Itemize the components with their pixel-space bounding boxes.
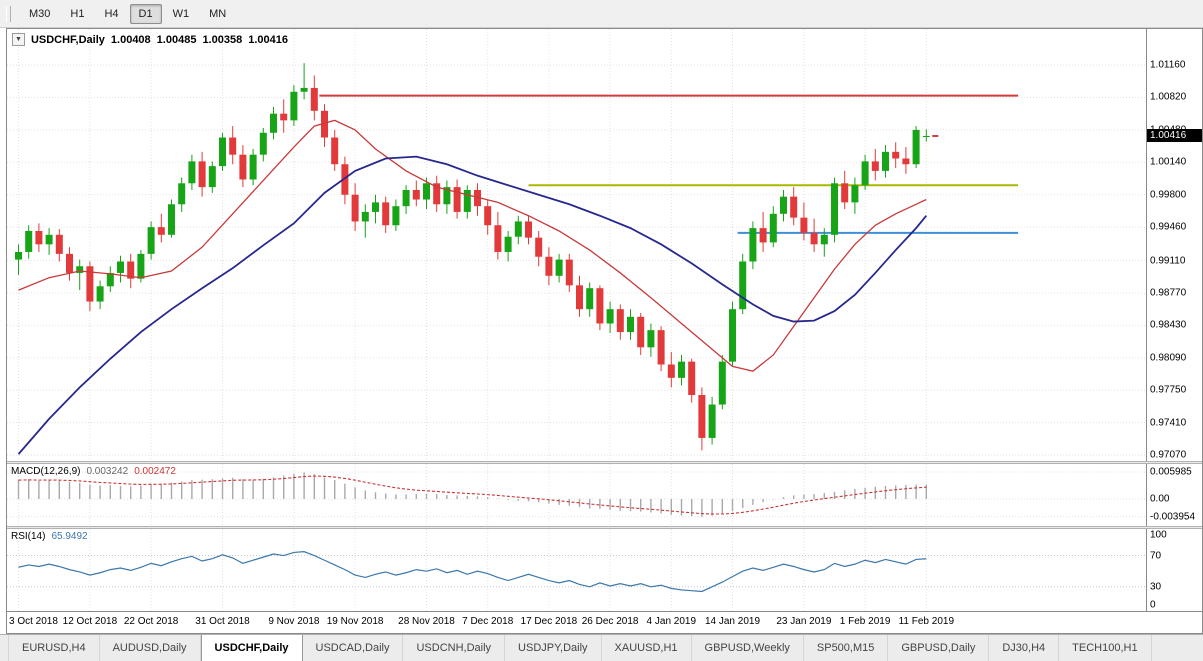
- rsi-axis[interactable]: 100 70 30 0: [1146, 529, 1202, 611]
- timeframe-button-m30[interactable]: M30: [29, 7, 51, 20]
- date-label: 28 Nov 2018: [398, 616, 455, 627]
- chart-tab-eurusd-h4[interactable]: EURUSD,H4: [8, 635, 100, 661]
- axis-label: 0: [1150, 599, 1156, 611]
- chart-tab-usdcnh-daily[interactable]: USDCNH,Daily: [403, 635, 506, 661]
- chart-tab-usdjpy-daily[interactable]: USDJPY,Daily: [505, 635, 602, 661]
- axis-label: 0.98430: [1150, 319, 1187, 331]
- timeframe-button-d1[interactable]: D1: [129, 3, 162, 24]
- main-panel: ▼ USDCHF,Daily 1.00408 1.00485 1.00358 1…: [7, 29, 1202, 461]
- macd-gridlines: [7, 471, 1146, 518]
- timeframe-button-h1[interactable]: H1: [70, 7, 85, 20]
- vertical-gridlines: [18, 29, 927, 461]
- date-label: 12 Oct 2018: [62, 616, 118, 627]
- axis-label: 0.97750: [1150, 384, 1187, 396]
- rsi-label: RSI(14) 65.9492: [11, 531, 88, 542]
- macd-signal-value: 0.002472: [134, 466, 176, 477]
- date-label: 23 Jan 2019: [776, 616, 832, 627]
- macd-name: MACD(12,26,9): [11, 466, 81, 477]
- date-label: 31 Oct 2018: [195, 616, 250, 627]
- macd-panel: MACD(12,26,9) 0.003242 0.002472 0.005985…: [7, 464, 1202, 526]
- date-label: 17 Dec 2018: [520, 616, 578, 627]
- timeframe-button-mn[interactable]: MN: [209, 7, 227, 20]
- chart-tab-tech100-h1[interactable]: TECH100,H1: [1059, 635, 1152, 661]
- timeframe-toolbar: M30 H1 H4 D1 W1 MN: [0, 0, 1203, 28]
- date-label: 14 Jan 2019: [704, 616, 761, 627]
- axis-label: 0.99800: [1150, 189, 1187, 201]
- price-chart-svg[interactable]: [7, 29, 1146, 461]
- axis-label: 1.00140: [1150, 156, 1187, 168]
- symbol-timeframe-label: USDCHF,Daily: [30, 33, 105, 46]
- axis-label: 1.01160: [1150, 59, 1186, 71]
- rsi-name: RSI(14): [11, 531, 46, 542]
- axis-label: 1.00820: [1150, 91, 1187, 103]
- axis-label: 0.99460: [1150, 221, 1187, 233]
- date-label: 4 Jan 2019: [646, 616, 697, 627]
- chart-tab-gbpusd-weekly[interactable]: GBPUSD,Weekly: [692, 635, 804, 661]
- axis-label: 0.99110: [1150, 255, 1186, 267]
- axis-label: 0.005985: [1150, 466, 1192, 478]
- axis-label: 0.97410: [1150, 417, 1187, 429]
- date-label: 22 Oct 2018: [123, 616, 179, 627]
- chart-tab-sp500-m15[interactable]: SP500,M15: [804, 635, 889, 661]
- rsi-plot[interactable]: RSI(14) 65.9492: [7, 529, 1146, 611]
- price-chart[interactable]: ▼ USDCHF,Daily 1.00408 1.00485 1.00358 1…: [7, 29, 1146, 461]
- macd-label: MACD(12,26,9) 0.003242 0.002472: [11, 466, 176, 477]
- axis-label: 0.98090: [1150, 352, 1187, 364]
- price-axis[interactable]: 1.011601.008201.004801.001400.998000.994…: [1146, 29, 1202, 461]
- panel-splitter-macd[interactable]: [7, 461, 1202, 464]
- chart-tab-gbpusd-daily[interactable]: GBPUSD,Daily: [888, 635, 990, 661]
- axis-label: 30: [1150, 581, 1162, 593]
- rsi-level-lines: [7, 555, 1146, 588]
- date-label: 9 Nov 2018: [268, 616, 320, 627]
- ohlc-low: 1.00358: [202, 33, 243, 46]
- date-label: 3 Oct 2018: [9, 616, 58, 627]
- ohlc-high: 1.00485: [156, 33, 197, 46]
- date-label: 26 Dec 2018: [581, 616, 639, 627]
- macd-svg[interactable]: [7, 464, 1146, 526]
- current-price-badge: 1.00416: [1147, 128, 1202, 142]
- candles-layer: [15, 63, 930, 451]
- axis-label: -0.003954: [1150, 511, 1196, 523]
- rsi-value: 65.9492: [51, 531, 88, 542]
- fast-ma-line[interactable]: [18, 119, 927, 372]
- window-tabs: EURUSD,H4 AUDUSD,Daily USDCHF,Daily USDCAD,…: [0, 634, 1203, 661]
- axis-label: 0.98770: [1150, 287, 1187, 299]
- macd-main-value: 0.003242: [86, 466, 129, 477]
- macd-axis[interactable]: 0.005985 0.00 -0.003954: [1146, 464, 1202, 526]
- panel-splitter-rsi[interactable]: [7, 526, 1202, 529]
- macd-signal-line: [18, 475, 927, 515]
- axis-label: 0.97070: [1150, 449, 1187, 461]
- chart-tab-xauusd-h1[interactable]: XAUUSD,H1: [602, 635, 692, 661]
- chart-window: ▼ USDCHF,Daily 1.00408 1.00485 1.00358 1…: [6, 28, 1203, 634]
- macd-histogram: [17, 472, 927, 517]
- axis-label: 70: [1150, 550, 1162, 562]
- rsi-svg[interactable]: [7, 529, 1146, 611]
- date-label: 19 Nov 2018: [326, 616, 384, 627]
- rsi-panel: RSI(14) 65.9492 100 70 30 0: [7, 529, 1202, 611]
- chart-tab-dj30-h4[interactable]: DJ30,H4: [989, 635, 1060, 661]
- vertical-gridlines: [18, 529, 927, 611]
- horizontal-gridlines: [7, 64, 1146, 456]
- chart-dropdown-icon[interactable]: ▼: [12, 33, 25, 46]
- chart-title: ▼ USDCHF,Daily 1.00408 1.00485 1.00358 1…: [12, 33, 288, 46]
- chart-tab-usdchf-daily[interactable]: USDCHF,Daily: [200, 635, 303, 661]
- ohlc-close: 1.00416: [248, 33, 288, 46]
- date-label: 1 Feb 2019: [839, 616, 891, 627]
- axis-label: 100: [1150, 529, 1167, 541]
- chart-tab-usdcad-daily[interactable]: USDCAD,Daily: [303, 635, 404, 661]
- rsi-line: [18, 551, 927, 593]
- chart-tab-audusd-daily[interactable]: AUDUSD,Daily: [100, 635, 201, 661]
- toolbar-grip[interactable]: [6, 5, 11, 22]
- timeframe-buttons: M30 H1 H4 D1 W1 MN: [20, 3, 237, 24]
- ohlc-open: 1.00408: [110, 33, 151, 46]
- date-label: 11 Feb 2019: [898, 616, 955, 627]
- timeframe-button-w1[interactable]: W1: [172, 7, 190, 20]
- date-label: 7 Dec 2018: [462, 616, 514, 627]
- macd-plot[interactable]: MACD(12,26,9) 0.003242 0.002472: [7, 464, 1146, 526]
- slow-ma-line[interactable]: [17, 155, 927, 455]
- axis-label: 0.00: [1150, 493, 1170, 505]
- date-axis[interactable]: 3 Oct 2018 12 Oct 2018 22 Oct 2018 31 Oct 2…: [7, 611, 1202, 633]
- timeframe-button-h4[interactable]: H4: [104, 7, 119, 20]
